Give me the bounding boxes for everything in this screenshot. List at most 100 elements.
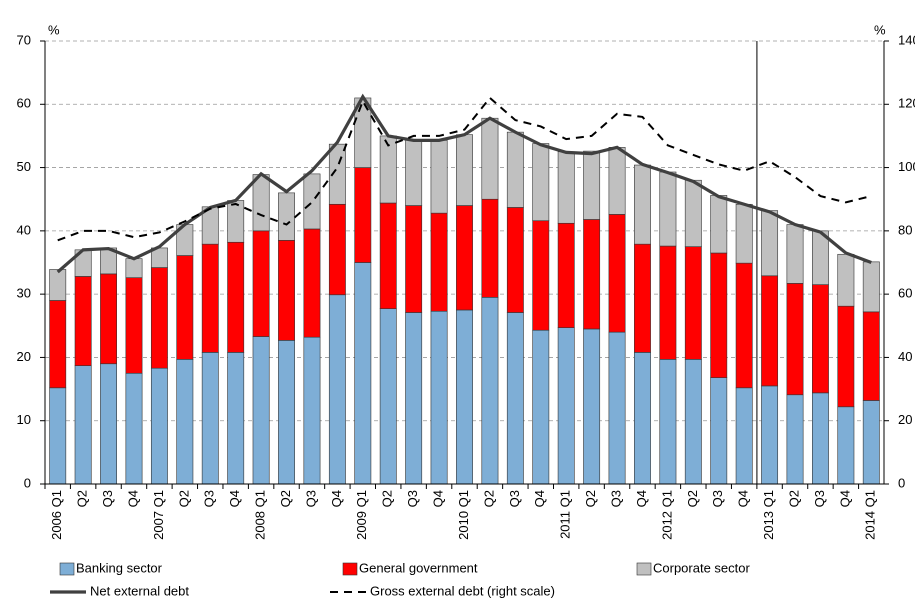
line-series <box>56 93 872 274</box>
bar-segment <box>430 212 448 312</box>
bar-segment <box>405 205 423 313</box>
x-tick-label: Q3 <box>507 490 522 507</box>
bar-segment <box>634 243 651 353</box>
x-tick-label: Q4 <box>125 490 140 507</box>
bar-segment <box>125 258 143 278</box>
x-tick-label: 2014 Q1 <box>863 490 878 540</box>
x-tick-label: 2010 Q1 <box>456 490 471 540</box>
bar-segment <box>303 173 321 230</box>
bar-segment <box>49 269 67 301</box>
x-tick-label: 2009 Q1 <box>354 490 369 540</box>
bar-segment <box>761 385 779 485</box>
y-tick-label: 30 <box>17 286 31 301</box>
bar-segment <box>125 277 143 374</box>
x-tick-label: Q4 <box>837 490 852 507</box>
bar-segment <box>252 336 270 485</box>
legend-swatch <box>59 562 75 576</box>
legend-label: General government <box>359 560 478 575</box>
x-tick-label: 2008 Q1 <box>253 490 268 540</box>
x-tick-label: Q4 <box>634 490 649 507</box>
bar-segment <box>303 228 321 338</box>
x-tick-label: Q2 <box>481 490 496 507</box>
bar-segment <box>837 406 855 485</box>
bar-segment <box>659 245 677 360</box>
y2-tick-label: 20 <box>898 412 912 427</box>
bar-segment <box>862 311 880 401</box>
x-tick-label: Q3 <box>812 490 827 507</box>
y-axis-unit: % <box>48 22 60 37</box>
bar-segment <box>583 219 601 330</box>
bar-segment <box>328 294 346 485</box>
x-tick-label: Q4 <box>329 490 344 507</box>
x-tick-label: Q2 <box>75 490 90 507</box>
bar-segment <box>710 252 728 378</box>
bar-segment <box>761 275 779 387</box>
bar-segment <box>761 210 779 277</box>
bar-segment <box>201 243 219 353</box>
y2-tick-label: 0 <box>898 475 905 490</box>
bar-segment <box>659 171 677 247</box>
y-tick-label: 40 <box>17 222 31 237</box>
bar-segment <box>481 297 499 485</box>
bar-segment <box>506 312 524 485</box>
bar-segment <box>456 205 473 311</box>
bar-segment <box>176 255 194 360</box>
bar-segment <box>49 387 67 485</box>
bar-segment <box>430 310 448 485</box>
x-tick-label: Q3 <box>303 490 318 507</box>
bar-segment <box>786 224 804 284</box>
bar-segment <box>227 200 245 243</box>
bar-segment <box>354 167 372 263</box>
bar-segment <box>583 150 601 220</box>
y-tick-label: 60 <box>17 96 31 111</box>
bar-segment <box>100 363 117 485</box>
y-tick-label: 10 <box>17 412 31 427</box>
bar-segment <box>150 267 168 369</box>
y-tick-label: 70 <box>17 32 31 47</box>
x-tick-label: Q2 <box>786 490 801 507</box>
bar-segment <box>430 140 448 214</box>
line-series <box>57 96 872 242</box>
bar-segment <box>278 340 295 485</box>
bar-segment <box>278 240 295 341</box>
x-tick-label: 2012 Q1 <box>659 490 674 540</box>
y2-axis-unit: % <box>874 22 886 37</box>
bar-segment <box>405 139 423 206</box>
y2-tick-label: 100 <box>898 159 915 174</box>
y-tick-label: 50 <box>17 159 31 174</box>
y2-tick-label: 60 <box>898 286 912 301</box>
x-tick-label: Q3 <box>405 490 420 507</box>
x-tick-label: 2013 Q1 <box>761 490 776 540</box>
bar-segment <box>227 352 245 485</box>
bar-segment <box>634 164 651 245</box>
bar-segment <box>379 202 397 309</box>
legend-label: Banking sector <box>76 560 163 575</box>
bar-segment <box>684 359 702 485</box>
y2-tick-label: 140 <box>898 32 915 47</box>
bar-segment <box>456 309 473 485</box>
bar-segment <box>710 195 728 254</box>
bar-segment <box>328 203 346 296</box>
bar-segment <box>684 246 702 360</box>
bar-segment <box>557 151 575 224</box>
x-tick-label: 2011 Q1 <box>558 490 573 539</box>
bar-segment <box>74 365 92 485</box>
bar-segment <box>74 276 92 366</box>
y-tick-label: 0 <box>24 475 31 490</box>
bar-segment <box>735 387 753 485</box>
bar-segment <box>837 305 855 408</box>
bar-segment <box>557 327 575 485</box>
bar-segment <box>786 394 804 485</box>
bar-segment <box>557 222 575 328</box>
x-tick-label: Q3 <box>710 490 725 507</box>
bar-segment <box>278 192 295 241</box>
x-tick-label: Q2 <box>380 490 395 507</box>
legend-label: Gross external debt (right scale) <box>370 583 555 598</box>
x-tick-label: Q4 <box>736 490 751 507</box>
x-tick-label: 2006 Q1 <box>49 490 64 540</box>
x-tick-label: Q3 <box>608 490 623 507</box>
bar-segment <box>634 352 651 485</box>
bar-segment <box>354 262 372 485</box>
